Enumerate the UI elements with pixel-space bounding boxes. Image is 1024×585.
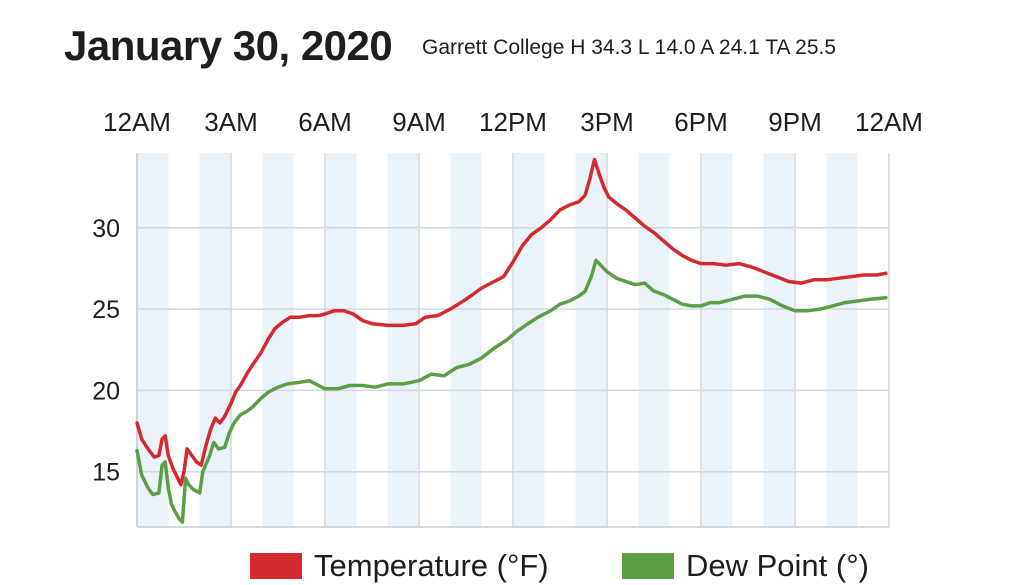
hour-band: [325, 153, 357, 527]
y-tick-label: 30: [92, 215, 120, 243]
temperature-series-line: [135, 157, 888, 487]
hour-band: [701, 153, 733, 527]
x-tick-label: 9PM: [768, 107, 821, 137]
x-tick-label: 12AM: [855, 107, 923, 137]
hour-band: [387, 153, 419, 527]
hour-band: [763, 153, 795, 527]
hour-band: [826, 153, 858, 527]
hour-band: [575, 153, 607, 527]
chart-title: January 30, 2020: [64, 22, 393, 69]
y-tick-label: 15: [92, 459, 120, 487]
x-tick-label: 12AM: [103, 107, 171, 137]
x-tick-label: 3PM: [580, 107, 633, 137]
y-tick-label: 20: [92, 377, 120, 405]
legend-item-dewpoint[interactable]: Dew Point (°): [622, 548, 869, 584]
x-tick-label: 12PM: [479, 107, 547, 137]
hour-band: [638, 153, 670, 527]
chart-subtitle: Garrett College H 34.3 L 14.0 A 24.1 TA …: [422, 36, 837, 59]
hour-band: [513, 153, 545, 527]
legend-label-temperature: Temperature (°F): [314, 548, 549, 583]
legend-label-dewpoint: Dew Point (°): [686, 548, 869, 583]
legend-item-temperature[interactable]: Temperature (°F): [250, 548, 549, 584]
dewpoint-series-line: [135, 258, 888, 524]
x-tick-label: 3AM: [204, 107, 257, 137]
x-tick-label: 6PM: [674, 107, 727, 137]
x-tick-label: 9AM: [392, 107, 445, 137]
dewpoint-swatch: [622, 553, 674, 579]
hour-band: [450, 153, 482, 527]
x-tick-label: 6AM: [298, 107, 351, 137]
temperature-swatch: [250, 553, 302, 579]
y-tick-label: 25: [92, 296, 120, 324]
